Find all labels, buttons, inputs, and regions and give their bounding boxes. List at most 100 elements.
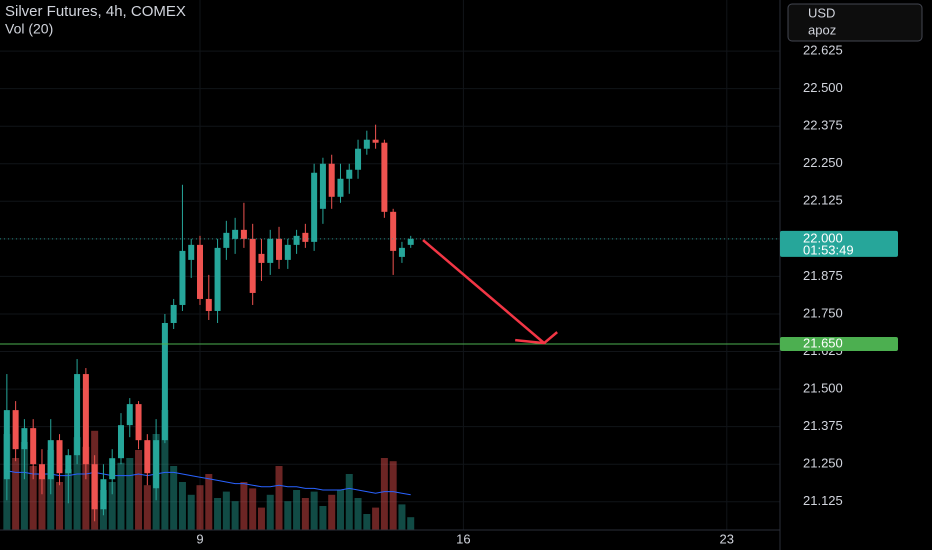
volume-bar [73, 437, 81, 530]
last-price-label: 22.000 [803, 230, 843, 245]
x-tick-label: 16 [456, 531, 470, 546]
y-tick-label: 22.625 [803, 43, 843, 58]
volume-bar [266, 494, 274, 530]
y-tick-label: 21.125 [803, 493, 843, 508]
x-tick-label: 23 [720, 531, 734, 546]
last-price-tag [780, 230, 898, 257]
y-tick-label: 21.500 [803, 381, 843, 396]
price-axis: 22.625 22.500 22.375 22.250 22.125 22.000 21.8… [781, 43, 932, 530]
candle-body [249, 238, 256, 293]
volume-bar [29, 466, 37, 530]
candle-body [381, 142, 388, 212]
y-tick-label: 21.250 [803, 456, 843, 471]
overlays [0, 238, 780, 345]
candle-body [126, 404, 133, 426]
y-tick-label: 22.375 [803, 118, 843, 133]
level-tag [780, 337, 898, 352]
candle-body [144, 440, 151, 474]
candle-body [293, 235, 300, 245]
volume-bar [178, 482, 186, 530]
grid [0, 0, 780, 530]
candle-body [337, 178, 344, 197]
candle-body [232, 229, 239, 239]
candle-body [284, 244, 291, 260]
candle-body [56, 440, 63, 474]
indicator-label: Vol (20) [5, 21, 53, 37]
candle-body [319, 163, 326, 209]
candles [3, 124, 414, 522]
volume-bar [187, 494, 195, 530]
candle-body [170, 304, 177, 323]
y-tick-label: 21.875 [803, 268, 843, 283]
candle-body [38, 464, 45, 480]
candle-body [328, 163, 335, 197]
volume-bar [126, 458, 134, 530]
candle-body [407, 238, 414, 245]
candle-body [100, 479, 107, 510]
volume-bar [135, 450, 143, 530]
volume-bar [380, 458, 388, 530]
volume-bar [38, 474, 46, 530]
candle-body [355, 148, 362, 170]
volume-bar [20, 442, 28, 530]
volume-bar [398, 504, 406, 530]
volume-bar [257, 507, 265, 530]
countdown-label: 01:53:49 [803, 242, 854, 257]
volume-bar [249, 488, 257, 530]
candle-body [161, 322, 168, 441]
volume-bar [407, 517, 415, 530]
volume-bar [389, 461, 397, 530]
y-tick-label: 21.375 [803, 418, 843, 433]
volume-bar [301, 498, 309, 530]
volume-bar [310, 491, 318, 530]
candle-body [346, 169, 353, 179]
candle-body [153, 440, 160, 489]
y-tick-label: 21.750 [803, 305, 843, 320]
candle-body [372, 139, 379, 143]
volume-bar [161, 410, 169, 530]
candle-body [214, 247, 221, 311]
candle-body [188, 244, 195, 260]
candle-body [240, 229, 247, 239]
axis-bg [781, 44, 932, 530]
volume-bar [231, 501, 239, 530]
volume-bar [354, 498, 362, 530]
candle-body [398, 247, 405, 257]
volume-bar [240, 482, 248, 530]
candle-body [47, 440, 54, 480]
candle-body [267, 238, 274, 263]
candle-body [302, 232, 309, 242]
arrow-shaft [422, 239, 545, 345]
y-tick-label: 22.250 [803, 155, 843, 170]
volume-bar [108, 482, 116, 530]
volume-bar [284, 501, 292, 530]
candle-body [21, 428, 28, 450]
candle-body [363, 139, 370, 149]
candle-body [3, 410, 10, 480]
volume-bar [363, 514, 371, 530]
volume-bar [222, 491, 230, 530]
volume-bar [345, 474, 353, 530]
currency: USD [808, 5, 835, 20]
y-tick-label: 22.125 [803, 193, 843, 208]
candle-body [276, 238, 283, 260]
volume-bar [319, 506, 327, 530]
candle-body [258, 253, 265, 263]
volume-bar [82, 446, 90, 530]
candle-body [109, 458, 116, 480]
volume-ma-line [6, 470, 411, 496]
volume-bar [372, 507, 380, 530]
candle-body [179, 250, 186, 305]
unit: apoz [808, 22, 836, 37]
volume-bar [12, 458, 20, 530]
candle-body [223, 232, 230, 248]
volume-bar [56, 482, 64, 530]
candle-body [12, 410, 19, 450]
candle-body [205, 298, 212, 311]
volume-bar [205, 474, 213, 530]
currency-box[interactable] [787, 3, 923, 42]
arrow-head [515, 331, 558, 345]
y-tick-label: 22.500 [803, 80, 843, 95]
candle-body [74, 374, 81, 456]
